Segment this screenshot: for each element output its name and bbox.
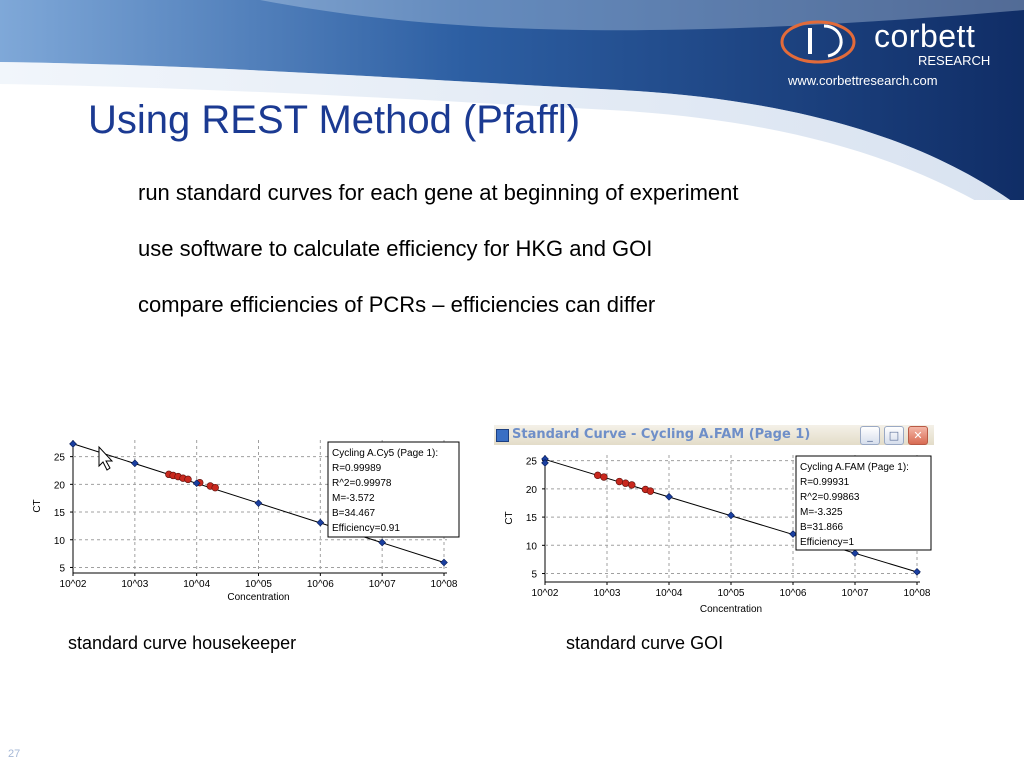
chart1-x-tick-label: 10^06: [307, 579, 334, 590]
chart2-x-tick-label: 10^08: [904, 588, 931, 599]
chart1-sample-point: [169, 471, 177, 480]
chart1-sample-point: [165, 470, 173, 479]
caption-housekeeper: standard curve housekeeper: [68, 633, 297, 653]
chart2-x-tick-label: 10^06: [780, 588, 807, 599]
chart1-legend-entry: R=0.99989: [332, 463, 382, 474]
bullet-compare-efficiencies: compare efficiencies of PCRs – efficienc…: [138, 292, 656, 317]
chart2-legend-entry: R=0.99931: [800, 477, 850, 488]
bullet-software-efficiency: use software to calculate efficiency for…: [138, 236, 653, 261]
chart2-sample-point: [593, 471, 602, 480]
brand-subtitle: RESEARCH: [918, 53, 991, 68]
chart2-standard-point: [541, 459, 549, 467]
chart1-y-tick-label: 5: [59, 563, 65, 574]
chart1-sample-point: [174, 472, 182, 481]
chart1-legend-entry: Cycling A.Cy5 (Page 1):: [332, 448, 438, 459]
chart2-y-tick-label: 10: [526, 541, 538, 552]
brand-url: www.corbettresearch.com: [788, 73, 938, 88]
chart2-y-axis-label: CT: [504, 511, 515, 524]
chart1-standard-point: [254, 499, 263, 507]
chart1-y-tick-label: 15: [54, 508, 66, 519]
company-logo: corbett RESEARCH www.corbettresearch.com: [778, 16, 1008, 96]
chart2-standard-point: [665, 492, 673, 501]
chart2-y-tick-label: 25: [526, 457, 538, 468]
chart1-y-tick-label: 25: [54, 453, 66, 464]
chart1-legend-entry: R^2=0.99978: [332, 478, 392, 489]
chart1-fit-line: [72, 443, 445, 563]
chart2-standard-point: [727, 511, 735, 520]
bullet-standard-curves: run standard curves for each gene at beg…: [138, 180, 739, 205]
mouse-cursor-icon: [98, 445, 114, 471]
maximize-button[interactable]: □: [884, 426, 904, 445]
chart2-y-tick-label: 20: [526, 485, 538, 496]
chart2-fit-line: [544, 458, 918, 573]
chart1-standard-point: [131, 459, 139, 468]
chart2-legend-entry: B=31.866: [800, 522, 844, 533]
chart2-standard-point: [789, 530, 797, 538]
chart2-sample-point: [628, 481, 636, 489]
window-title: Standard Curve - Cycling A.FAM (Page 1): [512, 427, 811, 442]
chart2-legend-entry: Efficiency=1: [800, 537, 854, 548]
chart1-sample-point: [206, 482, 214, 490]
chart2-legend-entry: R^2=0.99863: [800, 492, 860, 503]
chart2-legend-entry: M=-3.325: [800, 507, 843, 518]
chart1-x-tick-label: 10^04: [183, 579, 210, 590]
chart1-y-tick-label: 20: [54, 480, 66, 491]
standard-curve-window-titlebar[interactable]: Standard Curve - Cycling A.FAM (Page 1) …: [494, 425, 934, 445]
chart2-x-tick-label: 10^02: [532, 588, 559, 599]
minimize-button[interactable]: _: [860, 426, 880, 445]
chart2-y-tick-label: 15: [526, 513, 538, 524]
chart2-sample-point: [621, 479, 630, 487]
chart2-x-tick-label: 10^05: [718, 588, 745, 599]
chart1-standard-point: [316, 518, 325, 527]
chart1-standard-point: [440, 558, 448, 567]
chart2-standard-point: [913, 568, 921, 576]
chart1-standard-point: [378, 538, 386, 547]
chart1-sample-point: [179, 474, 187, 482]
chart1-x-tick-label: 10^08: [431, 579, 458, 590]
chart1-legend-entry: B=34.467: [332, 508, 376, 519]
slide-number: 27: [8, 748, 21, 760]
chart1-sample-point: [211, 483, 219, 492]
caption-goi: standard curve GOI: [566, 633, 724, 653]
chart2-legend-entry: Cycling A.FAM (Page 1):: [800, 462, 909, 473]
window-app-icon: [496, 429, 509, 442]
chart1-standard-point: [69, 440, 77, 448]
chart1-x-tick-label: 10^02: [60, 579, 87, 590]
chart2-standard-point: [851, 549, 859, 558]
chart1-legend-box: [327, 441, 460, 538]
chart2-x-axis-label: Concentration: [700, 604, 762, 615]
chart2-legend-box: [795, 455, 932, 551]
chart1-x-tick-label: 10^05: [245, 579, 272, 590]
chart2-x-tick-label: 10^04: [656, 588, 683, 599]
chart1-y-tick-label: 10: [54, 536, 66, 547]
chart2-sample-point: [600, 473, 608, 481]
chart2-sample-point: [641, 485, 650, 494]
slide-title: Using REST Method (Pfaffl): [88, 98, 581, 142]
chart1-y-axis-label: CT: [32, 499, 43, 512]
chart1-legend-entry: Efficiency=0.91: [332, 523, 400, 534]
chart1-x-axis-label: Concentration: [227, 592, 289, 603]
chart1-legend-entry: M=-3.572: [332, 493, 375, 504]
corbett-logo-icon: [780, 20, 856, 64]
chart1-sample-point: [196, 478, 204, 487]
chart1-standard-point: [192, 479, 201, 488]
chart2-x-tick-label: 10^07: [842, 588, 869, 599]
chart2-y-tick-label: 5: [531, 570, 537, 581]
brand-name: corbett: [874, 18, 976, 54]
chart2-x-tick-label: 10^03: [594, 588, 621, 599]
close-button[interactable]: ✕: [908, 426, 928, 445]
chart1-x-tick-label: 10^03: [121, 579, 148, 590]
chart2-sample-point: [615, 477, 624, 486]
chart1-x-tick-label: 10^07: [369, 579, 396, 590]
chart1-sample-point: [184, 475, 192, 484]
chart2-standard-point: [541, 455, 549, 463]
chart2-sample-point: [646, 487, 655, 495]
